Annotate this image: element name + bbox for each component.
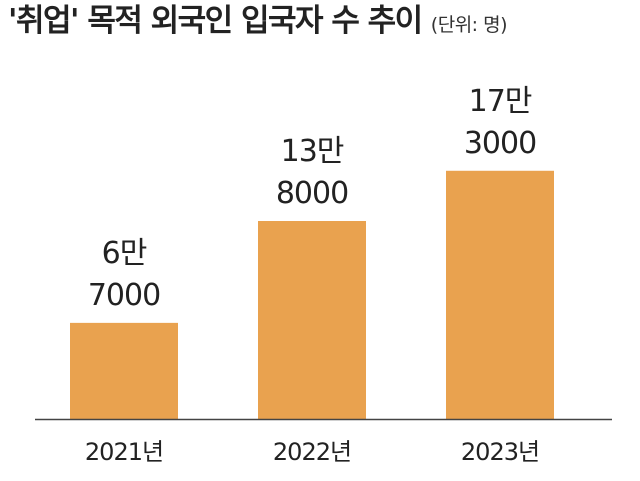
data-label-0-0: 6만 bbox=[102, 236, 147, 271]
x-tick-label-2: 2023년 bbox=[461, 438, 539, 466]
data-label-1-0: 13만 bbox=[281, 134, 344, 169]
x-tick-label-0: 2021년 bbox=[85, 438, 163, 466]
data-label-0-1: 7000 bbox=[88, 278, 160, 313]
bar-2 bbox=[446, 170, 554, 419]
unit-label: (단위: 명) bbox=[430, 14, 508, 36]
data-label-2-0: 17만 bbox=[469, 84, 532, 119]
chart-title: '취업' 목적 외국인 입국자 수 추이 bbox=[8, 3, 423, 39]
bar-0 bbox=[70, 322, 178, 419]
chart-title-row: '취업' 목적 외국인 입국자 수 추이 (단위: 명) bbox=[8, 3, 508, 39]
x-tick-label-1: 2022년 bbox=[273, 438, 351, 466]
bar-1 bbox=[258, 221, 366, 419]
data-label-1-1: 8000 bbox=[276, 176, 348, 211]
data-label-2-1: 3000 bbox=[464, 126, 536, 161]
